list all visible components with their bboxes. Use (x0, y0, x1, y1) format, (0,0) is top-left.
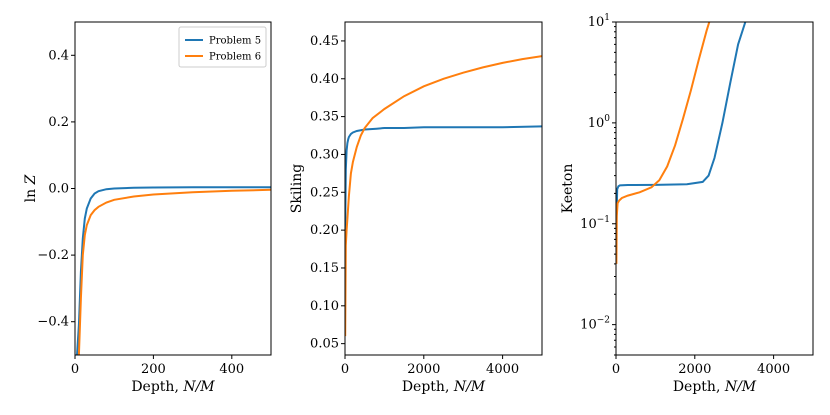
x-axis-label: Depth, N/M (402, 379, 486, 395)
x-tick-label: 0 (341, 362, 349, 377)
y-tick-label: 0.15 (310, 261, 339, 276)
x-tick-label: 4000 (486, 362, 519, 377)
y-tick-label: 0.05 (310, 337, 339, 352)
y-tick-label: 10−2 (580, 316, 610, 333)
x-tick-label: 0 (71, 362, 79, 377)
y-axis-label: ln Z (23, 174, 39, 202)
x-tick-label: 200 (141, 362, 166, 377)
x-tick-label: 4000 (757, 362, 790, 377)
plot-frame (344, 21, 543, 356)
chart-panel-1: 0 200 400 −0.4 −0.2 0.0 0.2 0.4 Depth, N/M ln Z Pr… (23, 21, 272, 395)
y-tick-label: 0.4 (48, 48, 69, 63)
y-tick-label: 0.30 (310, 147, 339, 162)
x-axis-label: Depth, N/M (131, 379, 215, 395)
y-tick-label: 0.2 (48, 115, 69, 130)
chart-panel-2: 0 2000 4000 0.05 0.10 0.15 0.20 0.25 0.30 0.35 0.4… (289, 21, 543, 395)
legend-label: Problem 5 (209, 36, 261, 47)
y-tick-label: 10−1 (580, 215, 610, 232)
x-tick-label: 2000 (678, 362, 711, 377)
chart-panel-3: 0 2000 4000 10−2 10−1 100 101 Depth, N/M Keeton (560, 13, 814, 395)
y-tick-label: −0.4 (37, 315, 69, 330)
x-tick-label: 0 (612, 362, 620, 377)
y-tick-label: 0.10 (310, 299, 339, 314)
series-line-problem-6 (345, 55, 542, 337)
series-line-problem-5 (616, 22, 747, 224)
series-line-problem-5 (76, 186, 271, 355)
y-tick-label: 0.40 (310, 72, 339, 87)
y-tick-label: 0.25 (310, 185, 339, 200)
plot-frame (74, 21, 272, 356)
y-tick-label: −0.2 (37, 248, 69, 263)
plot-frame (615, 21, 814, 356)
y-tick-label: 0.35 (310, 110, 339, 125)
legend: Problem 5 Problem 6 (178, 26, 267, 68)
series-line-problem-5 (345, 125, 542, 231)
y-axis-label: Skiling (289, 164, 305, 214)
x-tick-label: 2000 (407, 362, 440, 377)
x-tick-label: 400 (219, 362, 244, 377)
legend-label: Problem 6 (209, 52, 261, 63)
y-tick-label: 0.45 (310, 34, 339, 49)
y-tick-label: 0.0 (48, 182, 69, 197)
series-line-problem-6 (77, 188, 271, 355)
y-tick-label: 100 (588, 114, 611, 131)
x-axis-label: Depth, N/M (673, 379, 757, 395)
y-tick-label: 0.20 (310, 223, 339, 238)
y-tick-label: 101 (588, 13, 610, 30)
series-line-problem-6 (616, 22, 711, 264)
y-axis-label: Keeton (560, 164, 576, 214)
